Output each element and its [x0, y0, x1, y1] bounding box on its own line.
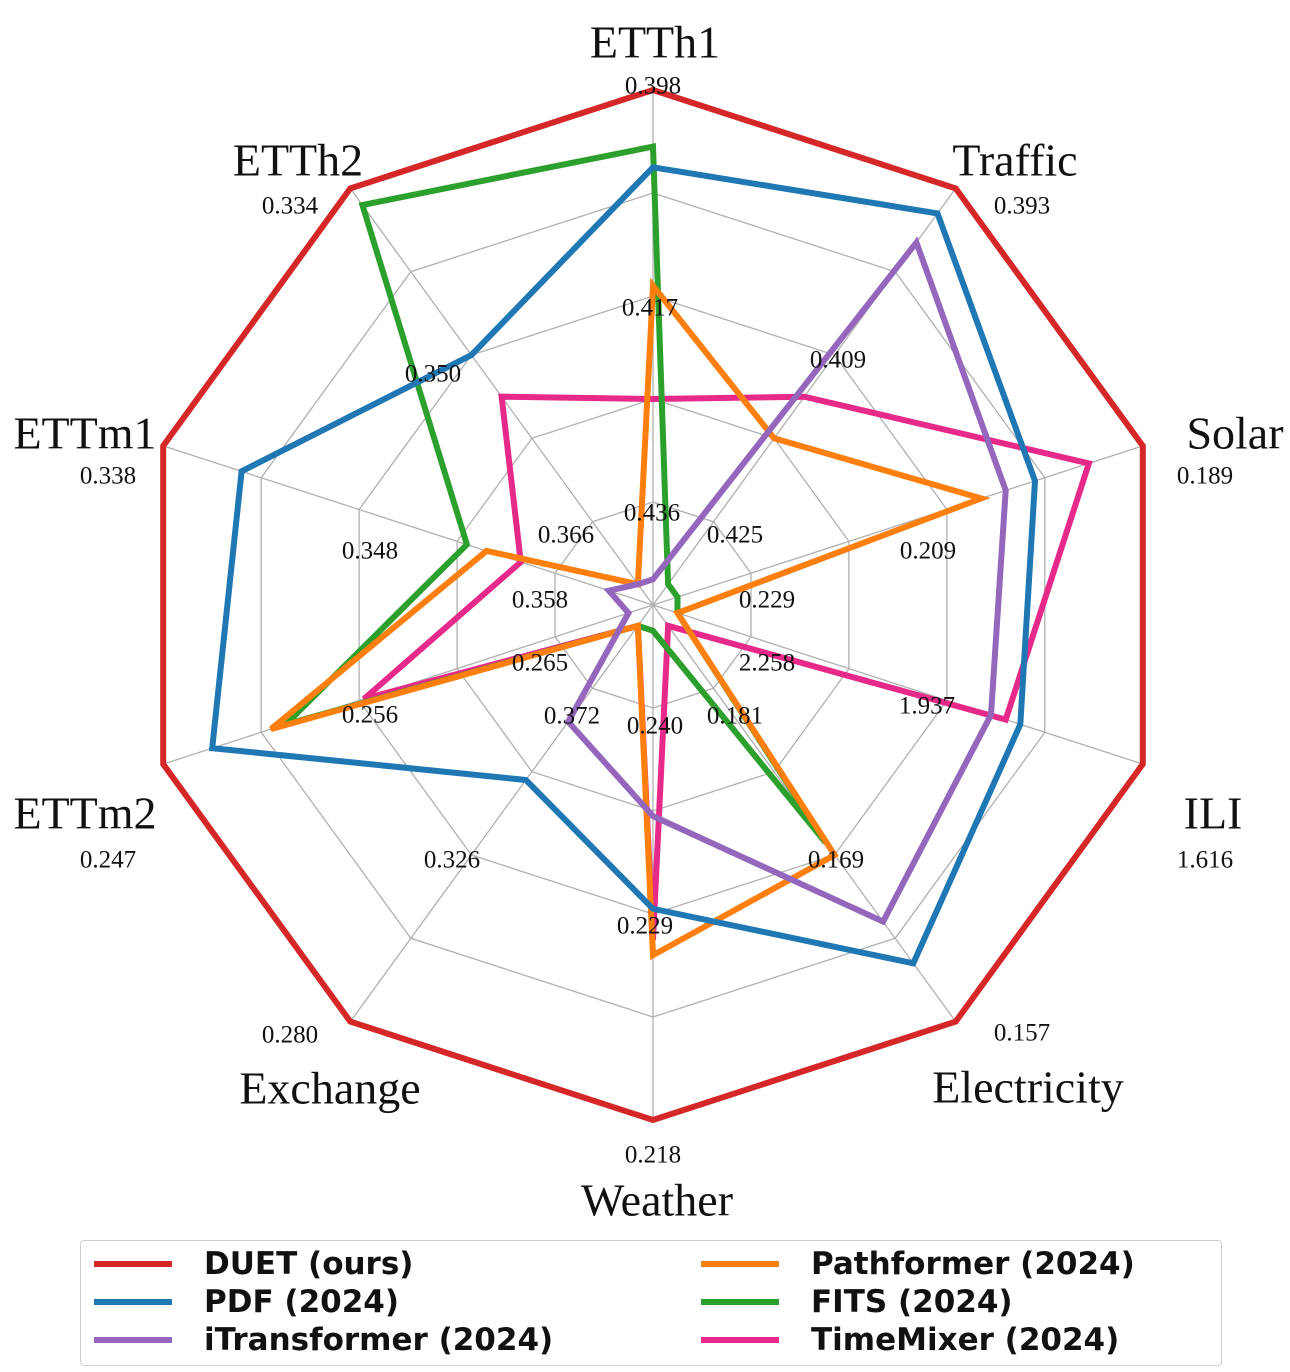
outer-tick-ili: 1.616 [1177, 847, 1233, 874]
axis-label-etth2: ETTh2 [233, 135, 363, 186]
inner-tick-electricity-2: 0.181 [707, 703, 763, 730]
inner-tick-exchange-1: 0.326 [424, 847, 480, 874]
legend-item-pdf-2024: PDF (2024) [94, 1284, 399, 1320]
axis-label-ettm2: ETTm2 [13, 788, 156, 839]
radar-labels: ETTh1 0.398 0.417 0.436 Traffic 0.393 0.409 0.4… [13, 17, 1283, 1226]
inner-tick-etth2-1: 0.350 [405, 361, 461, 388]
legend-swatch [701, 1337, 779, 1343]
legend: DUET (ours) PDF (2024) iTransformer (2024)… [80, 1240, 1222, 1366]
axis-label-exchange: Exchange [239, 1063, 420, 1114]
legend-label: PDF (2024) [204, 1284, 400, 1320]
radar-series [160, 86, 1146, 1124]
inner-tick-traffic-1: 0.409 [810, 347, 866, 374]
inner-tick-traffic-2: 0.425 [707, 522, 763, 549]
inner-tick-weather-1: 0.229 [617, 913, 673, 940]
spoke-solar [652, 445, 1144, 606]
series-fits-2024 [275, 142, 829, 845]
inner-tick-ettm2-1: 0.256 [342, 702, 398, 729]
axis-label-ettm1: ETTm1 [13, 408, 156, 459]
spoke-exchange [349, 604, 654, 1022]
outer-tick-etth2: 0.334 [262, 193, 319, 220]
axis-label-ili: ILI [1184, 788, 1243, 839]
legend-swatch [94, 1261, 172, 1267]
legend-item-timemixer-2024: TimeMixer (2024) [701, 1322, 1119, 1358]
legend-item-duet-ours: DUET (ours) [94, 1246, 413, 1282]
series-duet-ours [160, 86, 1146, 1124]
outer-tick-traffic: 0.393 [994, 193, 1050, 220]
inner-tick-solar-2: 0.229 [739, 587, 795, 614]
inner-tick-ettm1-1: 0.348 [342, 538, 398, 565]
outer-tick-ettm2: 0.247 [80, 847, 136, 874]
inner-tick-ili-2: 2.258 [739, 650, 795, 677]
axis-label-traffic: Traffic [952, 135, 1077, 186]
legend-swatch [701, 1261, 779, 1267]
axis-label-solar: Solar [1186, 408, 1283, 459]
legend-swatch [701, 1299, 779, 1305]
series-itransformer-2024 [564, 236, 1009, 926]
radar-chart: ETTh1 0.398 0.417 0.436 Traffic 0.393 0.409 0.4… [13, 17, 1283, 1226]
outer-tick-exchange: 0.280 [262, 1022, 318, 1049]
legend-label: TimeMixer (2024) [811, 1322, 1120, 1358]
legend-label: iTransformer (2024) [204, 1322, 554, 1358]
spoke-ili [652, 604, 1144, 765]
outer-tick-etth1: 0.398 [625, 73, 681, 100]
outer-tick-ettm1: 0.338 [80, 463, 136, 490]
series-pdf-2024 [208, 164, 1039, 967]
inner-tick-etth2-2: 0.366 [538, 522, 594, 549]
inner-tick-etth1-2: 0.436 [624, 500, 680, 527]
legend-label: FITS (2024) [811, 1284, 1013, 1320]
inner-tick-electricity-1: 0.169 [808, 847, 864, 874]
inner-tick-weather-2: 0.240 [627, 713, 683, 740]
inner-tick-ettm2-2: 0.265 [512, 650, 568, 677]
legend-swatch [94, 1337, 172, 1343]
outer-tick-electricity: 0.157 [994, 1020, 1050, 1047]
series-pathformer-2024 [269, 277, 991, 961]
inner-tick-exchange-2: 0.372 [544, 703, 600, 730]
axis-label-weather: Weather [581, 1175, 733, 1226]
outer-tick-weather: 0.218 [625, 1142, 681, 1169]
legend-item-pathformer-2024: Pathformer (2024) [701, 1246, 1135, 1282]
legend-swatch [94, 1299, 172, 1305]
inner-tick-etth1-1: 0.417 [622, 295, 678, 322]
axis-label-etth1: ETTh1 [590, 17, 720, 68]
axis-label-electricity: Electricity [932, 1062, 1124, 1113]
outer-tick-solar: 0.189 [1177, 463, 1233, 490]
legend-label: DUET (ours) [204, 1246, 414, 1282]
inner-tick-ettm1-2: 0.358 [512, 587, 568, 614]
inner-tick-ili-1: 1.937 [899, 693, 955, 720]
legend-item-itransformer-2024: iTransformer (2024) [94, 1322, 553, 1358]
legend-item-fits-2024: FITS (2024) [701, 1284, 1013, 1320]
legend-label: Pathformer (2024) [811, 1246, 1135, 1282]
inner-tick-solar-1: 0.209 [900, 538, 956, 565]
